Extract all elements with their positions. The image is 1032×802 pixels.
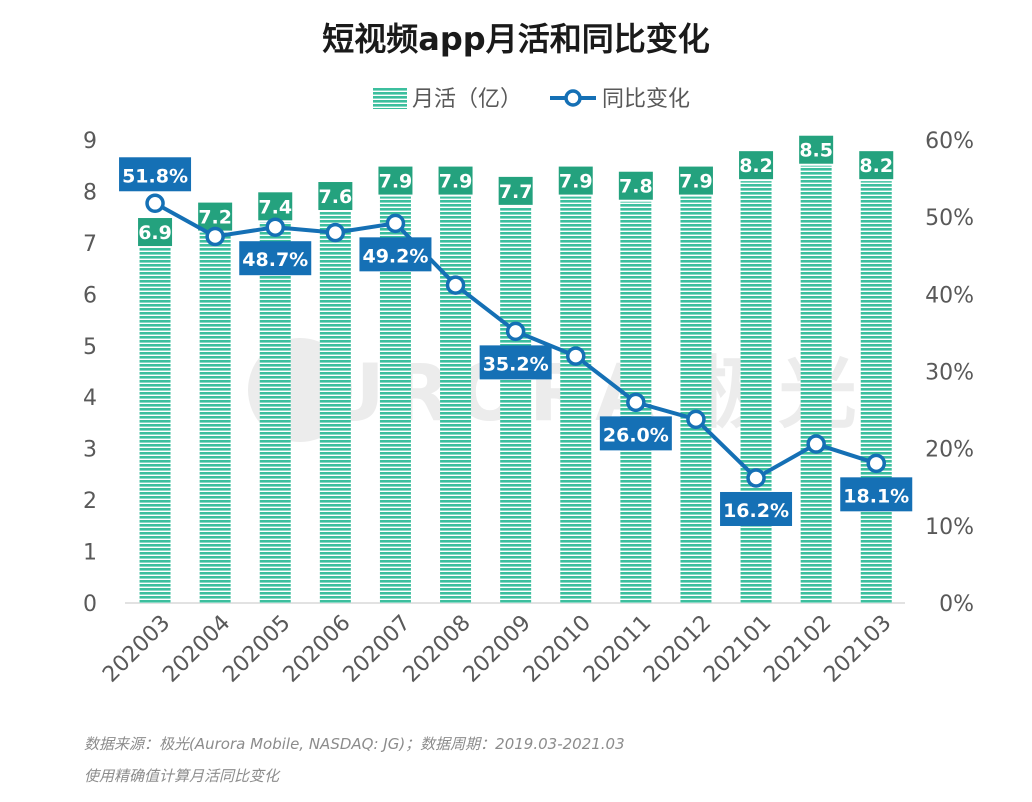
bar-label-box — [558, 166, 593, 195]
line-label-box — [479, 345, 552, 380]
bar-label-box — [739, 151, 774, 180]
line-label-box — [359, 237, 432, 272]
bar — [800, 165, 832, 603]
bar — [560, 196, 592, 604]
bar-value-label: 7.9 — [679, 171, 713, 193]
bar-label-box — [859, 151, 894, 180]
line-value-label: 26.0% — [603, 424, 669, 446]
bar — [199, 232, 231, 603]
y-left-tick-label: 9 — [83, 129, 97, 154]
y-left-tick-label: 0 — [83, 592, 97, 617]
x-tick-label: 202103 — [819, 611, 896, 688]
line-value-label: 18.1% — [843, 485, 909, 507]
bar-value-label: 8.2 — [859, 155, 893, 177]
bar-label-box — [678, 166, 713, 195]
y-left-tick-label: 4 — [83, 386, 97, 411]
legend-bar-label: 月活（亿） — [412, 87, 522, 112]
y-left-tick-label: 6 — [83, 283, 97, 308]
line-point — [205, 226, 225, 247]
bar — [500, 206, 532, 603]
legend: 月活（亿） 同比变化 — [373, 87, 690, 112]
bar-value-label: 7.9 — [439, 171, 473, 193]
line-point — [686, 409, 706, 430]
y-right-tick-label: 40% — [925, 283, 974, 308]
bar — [139, 248, 171, 604]
bar-value-label: 8.2 — [739, 155, 773, 177]
bar-value-label: 7.9 — [559, 171, 593, 193]
legend-line-label: 同比变化 — [602, 87, 690, 112]
y-left-tick-label: 1 — [83, 541, 97, 566]
bar-value-label: 7.6 — [319, 186, 353, 208]
y-right-tick-label: 50% — [925, 206, 974, 231]
line-point — [265, 217, 285, 237]
line-point — [806, 434, 826, 454]
y-right-tick-label: 30% — [925, 361, 974, 386]
line-label-box — [239, 241, 312, 276]
line-point — [325, 222, 346, 243]
legend-bar-swatch — [373, 87, 407, 109]
bar — [440, 196, 472, 604]
bar-value-label: 7.8 — [619, 176, 653, 198]
line-point — [866, 453, 886, 474]
line-label-box — [840, 477, 913, 512]
bar-value-label: 7.7 — [499, 181, 533, 203]
line-point — [566, 346, 586, 366]
legend-line-marker — [564, 89, 582, 107]
x-axis-ticks: 2020032020042020052020062020072020082020… — [98, 611, 896, 688]
bar-label-box — [258, 192, 293, 221]
bar — [680, 196, 712, 604]
y-left-tick-label: 7 — [83, 232, 97, 257]
line-value-label: 51.8% — [122, 165, 188, 187]
line-value-label: 35.2% — [483, 353, 549, 375]
line-point — [145, 193, 165, 214]
y-axis-left: 0 1 2 3 4 5 6 7 8 9 — [83, 129, 97, 617]
bar-series: 6.9 7.2 7.4 7.6 7.9 7.9 7.7 7.9 7.8 7.9 8.2 8.5 8.2 — [138, 135, 894, 604]
bar — [259, 222, 291, 604]
bar-value-label: 6.9 — [138, 222, 172, 244]
y-axis-right: 0% 10% 20% 30% 40% 50% 60% — [925, 129, 974, 617]
y-left-tick-label: 3 — [83, 438, 97, 463]
bar-label-box — [498, 176, 533, 205]
bar — [319, 212, 351, 603]
y-right-tick-label: 20% — [925, 438, 974, 463]
line-value-label: 49.2% — [362, 245, 428, 267]
line-value-label: 48.7% — [242, 249, 308, 271]
line-label-box — [599, 416, 672, 451]
bar-label-box — [318, 182, 353, 211]
bar-label-box — [438, 166, 473, 195]
line-label-box — [119, 157, 192, 192]
bar-label-box — [378, 166, 413, 195]
y-left-tick-label: 2 — [83, 489, 97, 514]
method-note: 使用精确值计算月活同比变化 — [84, 767, 280, 785]
bar-label-box — [618, 171, 653, 200]
chart-title: 短视频app月活和同比变化 — [322, 20, 709, 58]
bar-label-box — [799, 135, 834, 164]
line-point — [626, 392, 646, 413]
bar — [860, 181, 892, 603]
bar-value-label: 8.5 — [799, 140, 833, 162]
y-left-tick-label: 8 — [83, 180, 97, 205]
combo-chart: AURORA 极光 短视频app月活和同比变化 月活（亿） 同比变化 01234… — [83, 20, 974, 688]
line-point — [505, 321, 526, 342]
bar-value-label: 7.9 — [379, 171, 413, 193]
line-label-box — [720, 491, 793, 526]
y-right-tick-label: 10% — [925, 515, 974, 540]
source-note: 数据来源：极光(Aurora Mobile, NASDAQ: JG)；数据周期：… — [84, 735, 625, 753]
line-series: 51.8% 48.7% 49.2% 35.2% 26.0% 16.2% 18.1% — [119, 157, 913, 526]
bar-value-label: 7.2 — [198, 207, 232, 229]
line-value-label: 16.2% — [723, 500, 789, 522]
y-right-tick-label: 60% — [925, 129, 974, 154]
line-point — [385, 213, 406, 234]
bar-label-box — [198, 202, 233, 231]
y-right-tick-label: 0% — [939, 592, 974, 617]
y-left-tick-label: 5 — [83, 335, 97, 360]
line-point — [746, 468, 766, 488]
bar-value-label: 7.4 — [258, 196, 292, 218]
line-point — [445, 275, 466, 295]
bar — [740, 181, 772, 603]
bar-label-box — [138, 218, 173, 247]
